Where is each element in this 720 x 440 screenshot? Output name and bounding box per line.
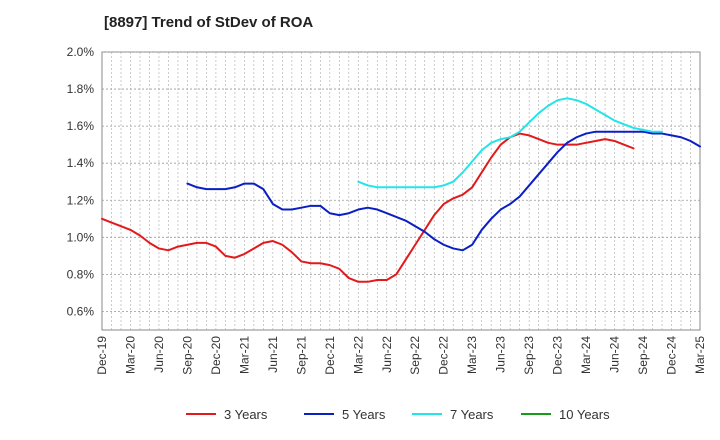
y-tick-label: 1.6% — [67, 119, 95, 133]
chart-title: [8897] Trend of StDev of ROA — [104, 14, 314, 31]
x-tick-label: Mar-21 — [237, 336, 251, 374]
y-tick-label: 1.4% — [67, 156, 95, 170]
legend-label-10-years: 10 Years — [559, 407, 610, 422]
legend-label-5-years: 5 Years — [342, 407, 386, 422]
y-tick-label: 1.2% — [67, 193, 95, 207]
y-tick-label: 0.6% — [67, 304, 95, 318]
y-tick-label: 1.8% — [67, 82, 95, 96]
x-tick-label: Sep-22 — [408, 336, 422, 375]
x-tick-label: Mar-23 — [465, 336, 479, 374]
x-tick-label: Dec-20 — [209, 336, 223, 375]
series-line-3-years — [101, 132, 635, 283]
x-tick-label: Mar-22 — [351, 336, 365, 374]
plot-area — [101, 51, 701, 331]
x-tick-label: Jun-24 — [608, 336, 622, 373]
x-tick-label: Dec-21 — [323, 336, 337, 375]
x-tick-label: Jun-20 — [152, 336, 166, 373]
x-tick-label: Dec-23 — [551, 336, 565, 375]
legend-label-3-years: 3 Years — [224, 407, 268, 422]
x-tick-label: Dec-24 — [665, 336, 679, 375]
series-line-5-years — [186, 130, 701, 252]
x-tick-label: Sep-23 — [522, 336, 536, 375]
legend-label-7-years: 7 Years — [450, 407, 494, 422]
x-tick-label: Jun-22 — [380, 336, 394, 373]
x-tick-label: Dec-22 — [437, 336, 451, 375]
y-tick-label: 1.0% — [67, 230, 95, 244]
x-tick-label: Sep-20 — [180, 336, 194, 375]
y-tick-label: 2.0% — [67, 45, 95, 59]
x-tick-label: Jun-21 — [266, 336, 280, 373]
x-tick-label: Mar-24 — [579, 336, 593, 374]
x-tick-label: Dec-19 — [95, 336, 109, 375]
x-tick-label: Mar-20 — [123, 336, 137, 374]
series-line-7-years — [357, 97, 664, 189]
x-tick-label: Mar-25 — [693, 336, 707, 374]
x-tick-label: Sep-21 — [294, 336, 308, 375]
y-tick-label: 0.8% — [67, 267, 95, 281]
x-tick-label: Jun-23 — [494, 336, 508, 373]
x-tick-label: Sep-24 — [636, 336, 650, 375]
